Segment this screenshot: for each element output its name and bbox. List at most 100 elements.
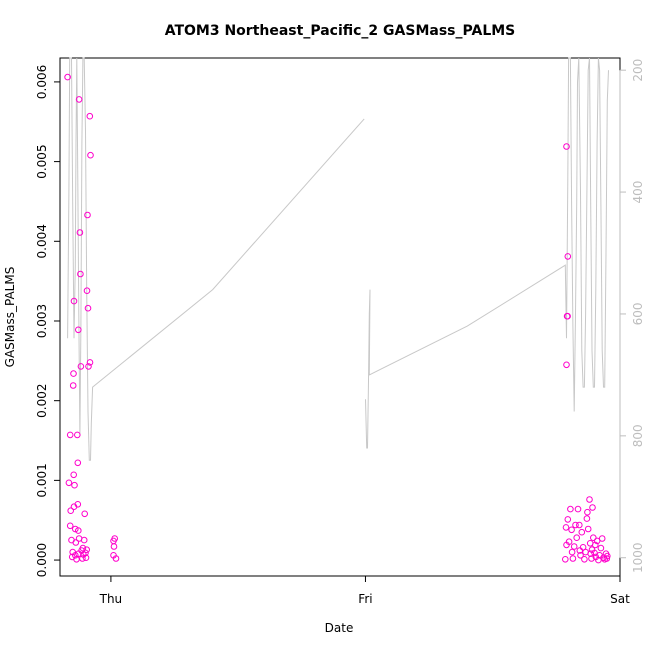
data-point	[72, 552, 79, 559]
data-point	[598, 535, 606, 542]
right-tick-label: 200	[631, 59, 645, 82]
data-point	[581, 556, 588, 563]
y-tick-label: 0.004	[35, 224, 49, 258]
data-point	[82, 554, 90, 562]
y-tick-label: 0.002	[35, 383, 49, 417]
data-point	[577, 552, 584, 559]
point-layer	[64, 73, 611, 564]
data-point	[564, 516, 572, 523]
data-point	[74, 459, 82, 467]
data-point	[64, 73, 71, 81]
data-point	[84, 304, 92, 312]
line-layer	[67, 57, 609, 461]
data-point	[572, 521, 579, 529]
data-point	[75, 326, 82, 334]
series-line	[67, 57, 365, 461]
right-tick-label: 800	[631, 424, 645, 447]
data-point	[586, 496, 593, 503]
series-line	[365, 57, 609, 449]
y-tick-label: 0.001	[35, 463, 49, 497]
data-point	[69, 382, 77, 389]
right-axis: 200 400 600 800 1000	[619, 59, 645, 573]
right-tick-label: 1000	[631, 542, 645, 573]
data-point	[578, 528, 586, 536]
data-point	[72, 539, 80, 546]
data-point	[70, 471, 77, 479]
data-point	[568, 548, 576, 556]
data-point	[110, 543, 118, 550]
data-point	[66, 431, 74, 439]
data-point	[66, 522, 74, 530]
data-point	[75, 527, 82, 534]
y-tick-label: 0.000	[35, 543, 49, 577]
x-axis: Thu Fri Sat	[99, 575, 630, 606]
data-point	[70, 370, 77, 377]
right-tick-label: 400	[631, 181, 645, 204]
data-point	[569, 555, 577, 562]
data-point	[564, 253, 572, 260]
data-point	[87, 151, 94, 159]
x-tick-label: Fri	[358, 592, 372, 606]
data-point	[564, 312, 571, 320]
data-point	[82, 549, 89, 557]
data-point	[83, 287, 91, 295]
data-point	[77, 363, 85, 370]
x-tick-label: Sat	[610, 592, 630, 606]
data-point	[576, 521, 583, 529]
data-point	[85, 363, 92, 370]
data-point	[83, 546, 90, 554]
data-point	[67, 507, 74, 515]
chart-title: ATOM3 Northeast_Pacific_2 GASMass_PALMS	[165, 23, 516, 39]
y-axis-label: GASMass_PALMS	[3, 267, 17, 368]
data-point	[574, 505, 582, 513]
data-point	[81, 510, 88, 518]
data-point	[588, 555, 595, 562]
data-point	[76, 229, 84, 236]
data-point	[593, 537, 601, 545]
data-point	[592, 541, 599, 549]
data-point	[79, 555, 86, 562]
data-point	[65, 479, 73, 487]
data-point	[584, 508, 591, 516]
data-point	[112, 555, 120, 562]
data-point	[568, 526, 575, 534]
y-axis: 0.000 0.001 0.002 0.003 0.004 0.005 0.006	[35, 65, 61, 577]
y-tick-label: 0.005	[35, 144, 49, 178]
data-point	[70, 297, 78, 305]
data-point	[74, 501, 82, 508]
data-point	[587, 550, 595, 558]
x-tick-label: Thu	[99, 592, 123, 606]
data-point	[595, 556, 602, 564]
data-point	[111, 535, 118, 542]
data-point	[604, 552, 611, 560]
data-point	[77, 270, 84, 278]
right-tick-label: 600	[631, 302, 645, 325]
data-point	[71, 481, 78, 489]
data-point	[563, 143, 570, 150]
plot-frame	[59, 57, 621, 577]
data-point	[562, 556, 569, 563]
data-point	[603, 555, 611, 562]
data-point	[584, 525, 592, 533]
data-point	[74, 431, 81, 439]
y-tick-label: 0.003	[35, 304, 49, 338]
data-point	[562, 524, 570, 531]
data-point	[573, 534, 581, 542]
data-point	[570, 543, 578, 550]
data-point	[86, 112, 94, 120]
data-point	[80, 536, 88, 544]
data-point	[583, 515, 591, 522]
data-point	[590, 534, 597, 542]
data-point	[75, 96, 83, 103]
data-point	[567, 505, 574, 513]
data-point	[565, 538, 573, 546]
data-point	[84, 211, 91, 219]
data-point	[591, 549, 598, 557]
x-axis-label: Date	[325, 621, 354, 635]
data-point	[86, 359, 94, 366]
data-point	[563, 361, 570, 369]
y-tick-label: 0.006	[35, 65, 49, 99]
data-point	[597, 544, 605, 552]
data-point	[589, 504, 596, 511]
